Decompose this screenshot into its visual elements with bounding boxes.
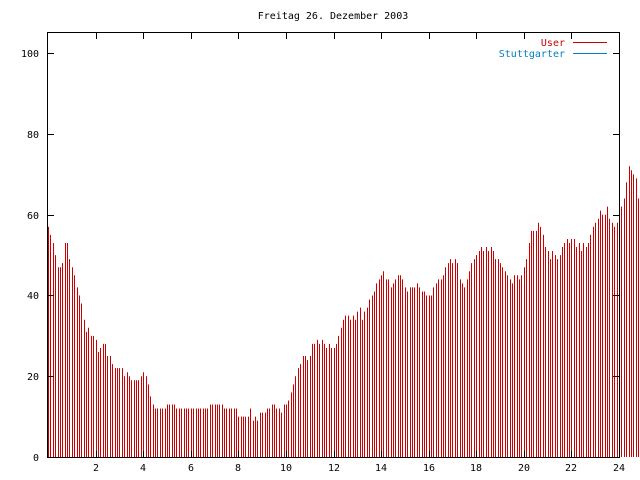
y-tick-label: 20 xyxy=(27,372,39,383)
x-tick-label: 18 xyxy=(470,463,482,474)
y-tick-label: 80 xyxy=(27,130,39,141)
y-tick-label: 40 xyxy=(27,291,39,302)
x-tick-label: 4 xyxy=(140,463,146,474)
x-tick-label: 8 xyxy=(235,463,241,474)
legend-label: User xyxy=(541,38,565,49)
x-tick-label: 2 xyxy=(93,463,99,474)
x-tick-label: 22 xyxy=(565,463,577,474)
x-tick-label: 20 xyxy=(518,463,530,474)
bars-layer xyxy=(48,166,639,457)
x-tick-label: 24 xyxy=(613,463,625,474)
x-tick-label: 6 xyxy=(188,463,194,474)
chart-title: Freitag 26. Dezember 2003 xyxy=(258,11,409,22)
x-tick-label: 16 xyxy=(423,463,435,474)
x-tick-label: 10 xyxy=(280,463,292,474)
legend-label: Stuttgarter xyxy=(499,49,565,60)
x-tick-label: 12 xyxy=(328,463,340,474)
x-tick-label: 14 xyxy=(375,463,387,474)
y-axis: 0 20 40 60 80 100 xyxy=(21,49,619,464)
x-axis: 2 4 6 8 10 12 14 16 18 20 22 24 xyxy=(93,33,625,474)
plot-frame xyxy=(47,32,620,458)
y-tick-label: 100 xyxy=(21,49,39,60)
y-tick-label: 60 xyxy=(27,211,39,222)
y-tick-label: 0 xyxy=(33,453,39,464)
